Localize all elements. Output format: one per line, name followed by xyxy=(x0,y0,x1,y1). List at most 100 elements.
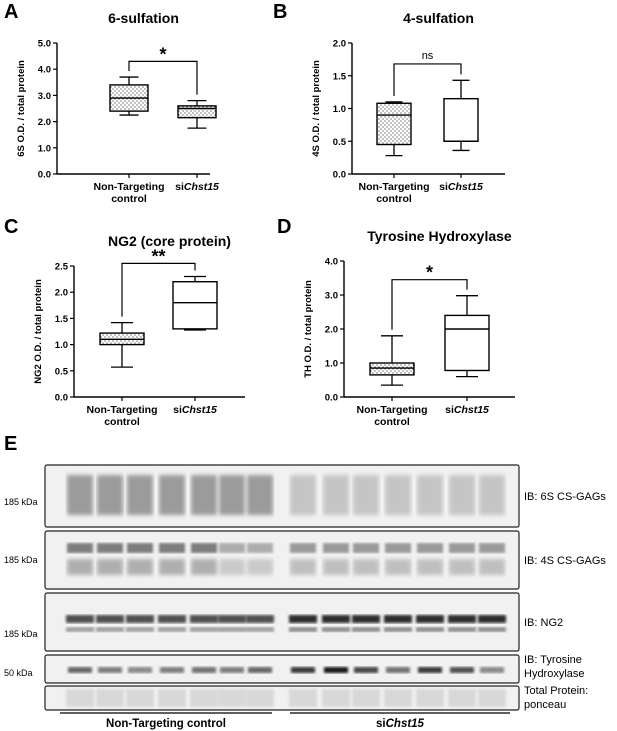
band xyxy=(246,689,274,707)
blot-row: Total Protein: ponceau xyxy=(44,685,588,711)
band xyxy=(68,667,92,673)
box-plot xyxy=(109,76,149,116)
y-tick-label: 1.0 xyxy=(55,340,68,351)
band xyxy=(479,559,505,575)
band xyxy=(218,615,246,623)
band xyxy=(323,475,349,515)
x-tick-label: Non-Targeting xyxy=(94,181,165,193)
y-tick-label: 1.5 xyxy=(333,71,347,82)
y-tick-label: 4.0 xyxy=(38,65,51,76)
band xyxy=(385,543,411,553)
blot-label: IB: 4S CS-GAGs xyxy=(524,555,606,567)
y-axis-label: NG2 O.D. / total protein xyxy=(33,279,44,384)
band xyxy=(247,559,273,575)
band xyxy=(128,667,152,673)
band xyxy=(127,543,153,553)
iqr-box xyxy=(369,362,415,376)
band xyxy=(159,543,185,553)
band xyxy=(479,475,505,515)
blot-bands xyxy=(67,475,505,515)
band xyxy=(289,627,317,632)
box-plot xyxy=(99,321,145,368)
blot-row: 185 kDa IB: 4S CS-GAGs xyxy=(4,530,606,590)
band xyxy=(385,475,411,515)
significance-label: ns xyxy=(422,50,434,62)
band xyxy=(352,615,380,623)
band xyxy=(323,559,349,575)
band xyxy=(192,667,216,673)
band xyxy=(416,689,444,707)
band xyxy=(219,543,245,553)
blot-bands xyxy=(66,689,506,707)
band xyxy=(449,559,475,575)
chart-title: 6-sulfation xyxy=(108,10,179,26)
group-label-left: Non-Targeting control xyxy=(106,718,226,730)
y-tick-label: 1.0 xyxy=(38,143,51,154)
blot-membrane xyxy=(44,654,520,684)
iqr-box xyxy=(376,102,412,146)
x-tick-label: siChst15 xyxy=(445,404,489,416)
blot-label: Hydroxylase xyxy=(524,668,585,680)
band xyxy=(160,667,184,673)
band xyxy=(219,559,245,575)
chart-title: 4-sulfation xyxy=(403,10,474,26)
box-plot xyxy=(443,79,479,152)
band xyxy=(67,475,93,515)
band xyxy=(246,627,274,632)
panel-letter-c: C xyxy=(4,216,18,238)
y-tick-label: 0.5 xyxy=(333,137,347,148)
y-tick-label: 2.0 xyxy=(38,117,51,128)
western-blot-panel: 185 kDa IB: 6S CS-GAGs 185 kDa IB: 4S CS-GA… xyxy=(4,464,606,730)
band xyxy=(67,559,93,575)
band xyxy=(448,689,476,707)
band xyxy=(97,559,123,575)
band xyxy=(478,627,506,632)
band xyxy=(191,475,217,515)
box-plot xyxy=(369,335,415,386)
blot-bands xyxy=(68,667,504,673)
iqr-box xyxy=(444,314,490,372)
band xyxy=(478,615,506,623)
significance-label: ** xyxy=(151,246,165,266)
band xyxy=(247,475,273,515)
band xyxy=(190,689,218,707)
band xyxy=(322,627,350,632)
chart-6-sulfation: 6-sulfation 6S O.D. / total protein 0.0 1.0… xyxy=(16,10,219,205)
band xyxy=(290,559,316,575)
box-plot xyxy=(444,295,490,378)
band xyxy=(290,543,316,553)
band xyxy=(158,627,186,632)
band xyxy=(352,689,380,707)
band xyxy=(66,689,94,707)
band xyxy=(97,543,123,553)
panel-letter-a: A xyxy=(4,1,18,23)
blot-label: IB: Tyrosine xyxy=(524,654,582,666)
bracket-line xyxy=(128,60,198,95)
box-plot xyxy=(376,101,412,157)
band xyxy=(416,627,444,632)
significance-label: * xyxy=(159,44,166,64)
band xyxy=(353,475,379,515)
band xyxy=(449,543,475,553)
significance-bracket: * xyxy=(391,263,468,330)
band xyxy=(248,667,272,673)
box-plot xyxy=(172,275,218,331)
band xyxy=(384,627,412,632)
chart-title: Tyrosine Hydroxylase xyxy=(367,228,512,244)
y-tick-label: 5.0 xyxy=(38,39,51,50)
band xyxy=(97,475,123,515)
blot-row: 50 kDa IB: Tyrosine Hydroxylase xyxy=(4,654,585,684)
y-tick-label: 0.0 xyxy=(325,393,338,404)
band xyxy=(66,615,94,623)
blot-membrane xyxy=(44,592,520,652)
band xyxy=(96,627,124,632)
band xyxy=(384,615,412,623)
blot-label: IB: 6S CS-GAGs xyxy=(524,491,606,503)
band xyxy=(219,475,245,515)
y-axis-label: TH O.D. / total protein xyxy=(303,280,314,378)
band xyxy=(480,667,504,673)
chart-title: NG2 (core protein) xyxy=(108,233,231,249)
y-tick-label: 4.0 xyxy=(325,257,338,268)
chart-tyrosine-hydroxylase: Tyrosine Hydroxylase TH O.D. / total prot… xyxy=(303,228,515,428)
band xyxy=(417,543,443,553)
